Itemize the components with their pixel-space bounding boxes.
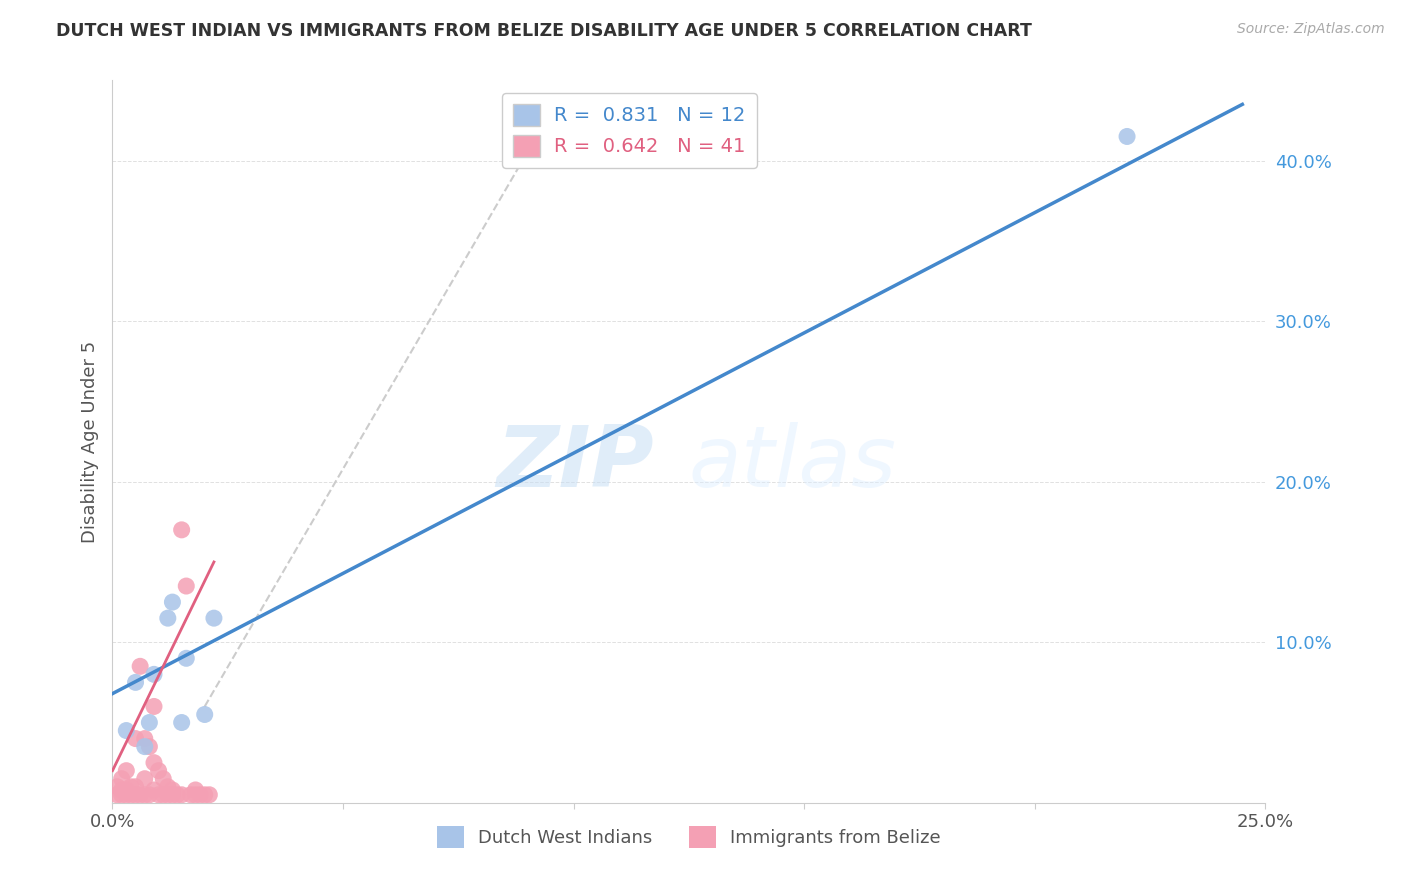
Point (115, 783, 138, 797)
Point (170, 715, 193, 730)
Point (198, 788, 221, 802)
Point (194, 788, 217, 802)
Point (180, 788, 202, 802)
Point (138, 788, 160, 802)
Point (156, 611, 179, 625)
Point (152, 788, 174, 802)
Point (1116, 129, 1139, 144)
Text: Source: ZipAtlas.com: Source: ZipAtlas.com (1237, 22, 1385, 37)
Point (111, 783, 134, 797)
Text: atlas: atlas (689, 422, 897, 505)
Point (156, 780, 179, 794)
Point (115, 723, 138, 738)
Point (138, 715, 160, 730)
Text: DUTCH WEST INDIAN VS IMMIGRANTS FROM BELIZE DISABILITY AGE UNDER 5 CORRELATION C: DUTCH WEST INDIAN VS IMMIGRANTS FROM BEL… (56, 22, 1032, 40)
Point (134, 739, 156, 754)
Point (162, 783, 184, 797)
Point (194, 707, 217, 722)
Text: ZIP: ZIP (496, 422, 654, 505)
Point (170, 788, 193, 802)
Point (124, 731, 146, 746)
Point (152, 772, 174, 786)
Point (174, 651, 197, 665)
Point (111, 788, 134, 802)
Point (134, 731, 156, 746)
Point (124, 780, 146, 794)
Point (148, 764, 170, 778)
Point (115, 764, 138, 778)
Point (143, 699, 166, 714)
Point (184, 788, 207, 802)
Point (115, 788, 138, 802)
Point (188, 788, 211, 802)
Legend: Dutch West Indians, Immigrants from Belize: Dutch West Indians, Immigrants from Beli… (430, 819, 948, 855)
Point (184, 783, 207, 797)
Point (124, 788, 146, 802)
Point (143, 756, 166, 770)
Point (202, 611, 225, 625)
Point (156, 788, 179, 802)
Point (120, 788, 142, 802)
Point (129, 659, 152, 673)
Point (120, 780, 142, 794)
Point (162, 788, 184, 802)
Point (170, 523, 193, 537)
Point (105, 780, 128, 794)
Point (148, 788, 170, 802)
Point (174, 579, 197, 593)
Point (129, 788, 152, 802)
Point (143, 783, 166, 797)
Point (138, 739, 160, 754)
Point (134, 772, 156, 786)
Point (124, 675, 146, 690)
Y-axis label: Disability Age Under 5: Disability Age Under 5 (80, 341, 98, 542)
Point (166, 788, 188, 802)
Point (134, 788, 156, 802)
Point (105, 788, 128, 802)
Point (111, 772, 134, 786)
Point (162, 595, 184, 609)
Point (143, 667, 166, 681)
